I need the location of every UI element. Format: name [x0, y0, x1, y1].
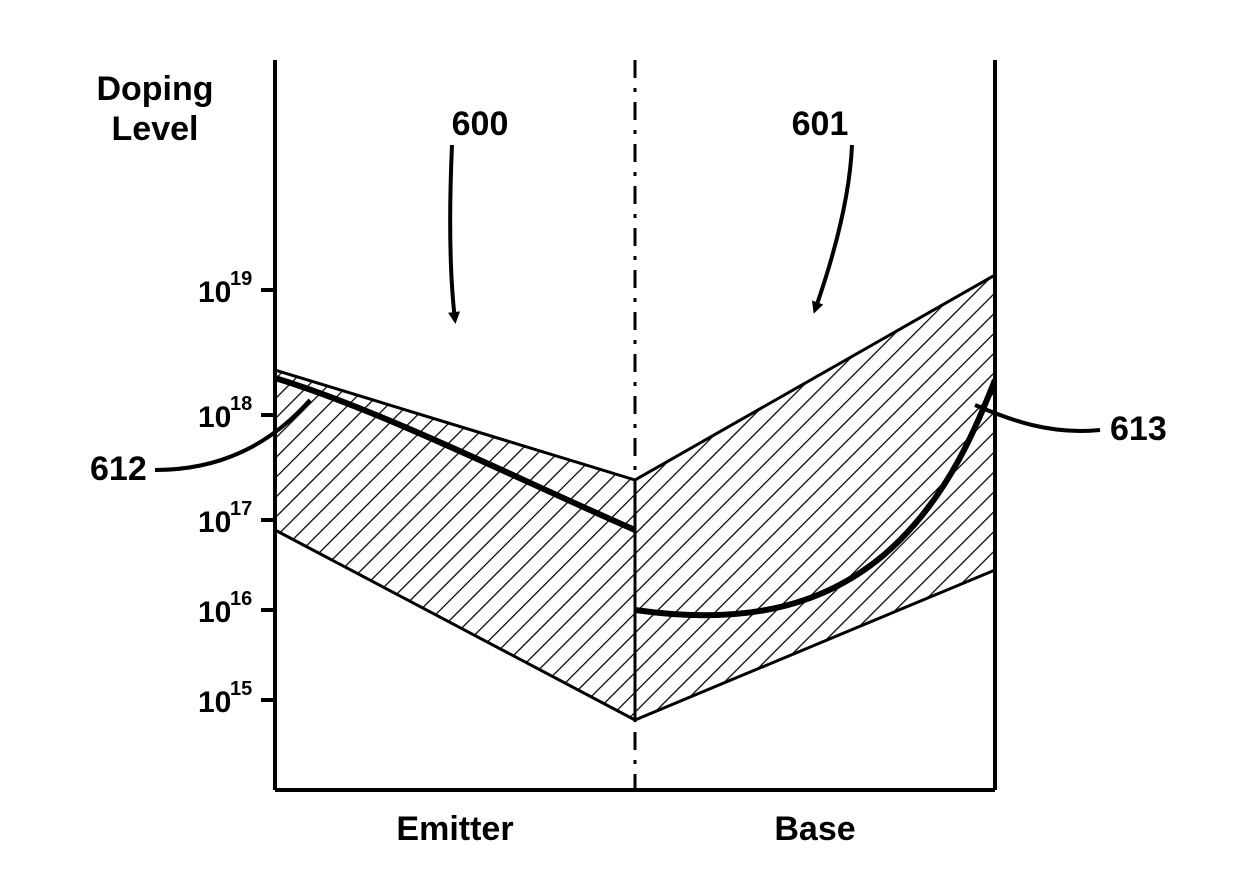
callout-600-label: 600 — [452, 105, 509, 143]
x-label-emitter: Emitter — [396, 810, 513, 848]
callout-613: 613 — [975, 405, 1167, 448]
emitter-band — [275, 370, 635, 720]
callout-601: 601 — [792, 105, 852, 310]
y-axis-title-line2: Level — [112, 110, 199, 148]
ytick-17-base: 10 — [198, 506, 231, 539]
ytick-16-base: 10 — [198, 596, 231, 629]
callout-601-label: 601 — [792, 105, 849, 143]
ytick-15-exp: 15 — [230, 678, 252, 700]
ytick-19-base: 10 — [198, 276, 231, 309]
x-label-base: Base — [774, 810, 855, 848]
ytick-15-base: 10 — [198, 686, 231, 719]
chart-container: Doping Level 10 15 10 16 10 17 10 18 10 … — [0, 0, 1240, 891]
ytick-18-exp: 18 — [230, 393, 252, 415]
callout-612-label: 612 — [90, 450, 147, 488]
y-axis-title-line1: Doping — [96, 70, 213, 108]
y-axis-title: Doping Level — [96, 70, 213, 148]
ytick-18-base: 10 — [198, 401, 231, 434]
y-ticks: 10 15 10 16 10 17 10 18 10 19 — [198, 268, 275, 719]
x-axis-labels: Emitter Base — [396, 810, 855, 848]
base-band — [635, 275, 995, 720]
doping-chart-svg: Doping Level 10 15 10 16 10 17 10 18 10 … — [0, 0, 1240, 891]
ytick-17-exp: 17 — [230, 498, 252, 520]
callout-613-label: 613 — [1110, 410, 1167, 448]
ytick-16-exp: 16 — [230, 588, 252, 610]
ytick-19-exp: 19 — [230, 268, 252, 290]
callout-600: 600 — [450, 105, 508, 320]
